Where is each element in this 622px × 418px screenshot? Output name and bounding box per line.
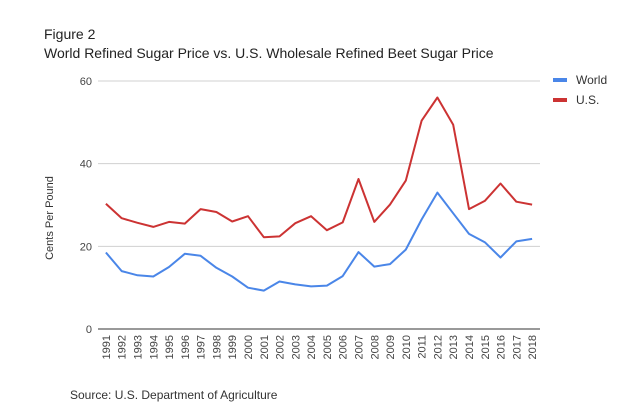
x-tick-label: 1997 (196, 335, 208, 359)
legend-swatch (553, 98, 567, 102)
x-tick-label: 2017 (511, 335, 523, 359)
x-tick-label: 2011 (417, 335, 429, 359)
x-tick-label: 1999 (227, 335, 239, 359)
x-tick-label: 2018 (527, 335, 539, 359)
y-tick-label: 20 (80, 241, 92, 253)
x-tick-label: 1998 (211, 335, 223, 359)
x-tick-label: 2009 (385, 335, 397, 359)
legend-swatch (553, 78, 567, 82)
x-tick-label: 2003 (290, 335, 302, 359)
source-note: Source: U.S. Department of Agriculture (70, 388, 278, 402)
series-line-world (105, 191, 533, 292)
x-tick-label: 2006 (338, 335, 350, 359)
x-tick-label: 2014 (464, 335, 476, 359)
x-tick-label: 1992 (117, 335, 129, 359)
series-line-us (105, 96, 533, 239)
x-axis-ticks: 1991 1992 1993 1994 1995 1996 1997 1998 1999 2000… (101, 335, 539, 359)
y-tick-label: 40 (80, 159, 92, 171)
x-tick-label: 2007 (353, 335, 365, 359)
x-tick-label: 2002 (275, 335, 287, 359)
x-tick-label: 2016 (496, 335, 508, 359)
figure-label: Figure 2 (44, 26, 96, 42)
x-tick-label: 2015 (480, 335, 492, 359)
x-tick-label: 2010 (401, 335, 413, 359)
y-tick-label: 60 (80, 76, 92, 88)
x-tick-label: 1995 (164, 335, 176, 359)
x-tick-label: 2004 (306, 335, 318, 359)
x-tick-label: 2008 (369, 335, 381, 359)
x-tick-label: 1996 (180, 335, 192, 359)
x-tick-label: 2001 (259, 335, 271, 359)
x-tick-label: 2012 (432, 335, 444, 359)
legend-label: World (576, 73, 607, 87)
legend: World U.S. (553, 73, 607, 107)
x-tick-label: 2005 (322, 335, 334, 359)
y-axis-ticks: 0 20 40 60 (80, 76, 92, 336)
series-group (105, 96, 533, 292)
legend-label: U.S. (576, 93, 599, 107)
x-tick-label: 1993 (132, 335, 144, 359)
y-tick-label: 0 (86, 324, 92, 336)
x-tick-label: 1994 (148, 335, 160, 359)
x-tick-label: 1991 (101, 335, 113, 359)
x-tick-label: 2013 (448, 335, 460, 359)
x-tick-label: 2000 (243, 335, 255, 359)
gridlines (98, 80, 540, 330)
y-axis-label: Cents Per Pound (44, 176, 56, 260)
chart-title: World Refined Sugar Price vs. U.S. Whole… (44, 45, 494, 61)
